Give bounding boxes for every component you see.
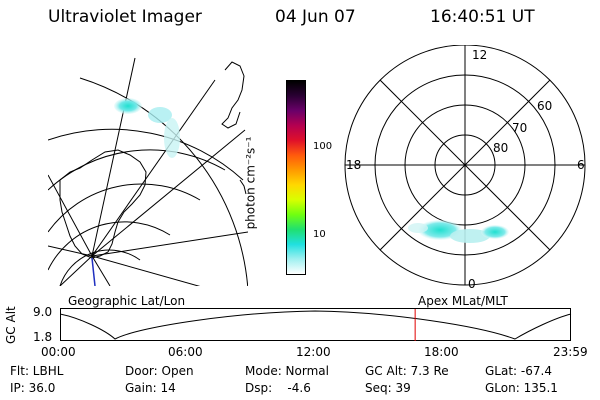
colorbar-tick-10: 10	[313, 229, 326, 240]
mlt-label-12: 12	[472, 48, 488, 62]
timeline-xtick-4: 23:59	[553, 345, 588, 359]
coastline	[59, 149, 147, 259]
info-ip: IP: 36.0	[10, 381, 56, 395]
info-door: Door: Open	[125, 364, 194, 378]
geographic-map	[48, 57, 248, 286]
lat-label-70: 70	[512, 121, 528, 135]
colorbar	[286, 80, 306, 275]
timeline-ytick-max: 9.0	[33, 305, 53, 319]
altitude-curve	[60, 310, 572, 340]
timeline-right-label: Apex MLat/MLT	[418, 294, 508, 308]
info-glon: GLon: 135.1	[485, 381, 558, 395]
timeline-plot	[60, 308, 572, 341]
timeline-xtick-1: 06:00	[168, 345, 203, 359]
time-label: 16:40:51 UT	[430, 7, 535, 27]
instrument-title: Ultraviolet Imager	[48, 7, 202, 27]
timeline-left-label: Geographic Lat/Lon	[68, 294, 186, 308]
colorbar-tick-100: 100	[313, 141, 333, 152]
timeline-ytick-min: 1.8	[33, 330, 53, 344]
mlt-label-18: 18	[346, 158, 362, 172]
info-glat: GLat: -67.4	[485, 364, 552, 378]
timeline-xtick-0: 00:00	[41, 345, 76, 359]
mlt-label-6: 6	[577, 158, 585, 172]
info-filter: Flt: LBHL	[10, 364, 64, 378]
mlt-label-0: 0	[468, 277, 476, 291]
lat-label-80: 80	[493, 141, 509, 155]
info-gain: Gain: 14	[125, 381, 176, 395]
info-mode: Mode: Normal	[245, 364, 329, 378]
info-gc-alt: GC Alt: 7.3 Re	[365, 364, 449, 378]
date-label: 04 Jun 07	[275, 7, 356, 27]
timeline-xtick-2: 12:00	[296, 345, 331, 359]
timeline-xtick-3: 18:00	[424, 345, 459, 359]
lat-label-60: 60	[537, 99, 553, 113]
colorbar-label: photon cm⁻²s⁻¹	[243, 136, 258, 230]
info-seq: Seq: 39	[365, 381, 411, 395]
info-dsp: Dsp: -4.6	[245, 381, 311, 395]
timeline-axis-title: GC Alt	[4, 306, 18, 344]
polar-mlt-plot	[344, 45, 586, 286]
